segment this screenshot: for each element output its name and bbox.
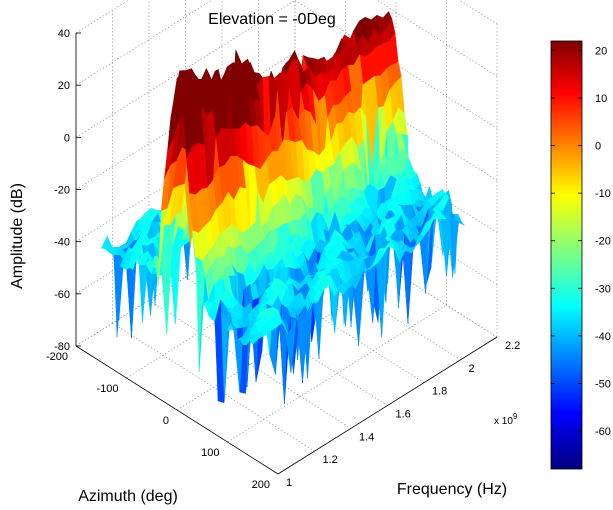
z-tick-label: -80 bbox=[54, 341, 70, 353]
y-tick-label: 1 bbox=[286, 477, 292, 489]
colorbar-tick-label: -10 bbox=[595, 188, 611, 200]
colorbar-tick-label: 20 bbox=[595, 46, 607, 58]
frequency-multiplier: x 109 bbox=[494, 412, 518, 427]
x-tick-label: -200 bbox=[46, 351, 68, 363]
colorbar-tick-label: -50 bbox=[595, 378, 611, 390]
z-tick-label: 40 bbox=[58, 28, 70, 40]
x-tick-label: 200 bbox=[252, 479, 270, 491]
y-tick-label: 2 bbox=[469, 363, 475, 375]
surface-plot bbox=[100, 11, 465, 404]
z-tick-label: -20 bbox=[54, 185, 70, 197]
colorbar: 20 10 0 -10 -20 -30 -40 -50 -60 bbox=[550, 40, 611, 470]
x-tick-label: -100 bbox=[96, 383, 118, 395]
x-axis-label: Azimuth (deg) bbox=[78, 488, 178, 505]
z-tick-label: -40 bbox=[54, 237, 70, 249]
y-tick-label: 1.2 bbox=[323, 454, 338, 466]
colorbar-tick-label: -20 bbox=[595, 236, 611, 248]
y-tick-label: 1.8 bbox=[432, 386, 447, 398]
x-tick-label: 0 bbox=[163, 415, 169, 427]
y-tick-label: 2.2 bbox=[505, 340, 520, 352]
y-tick-label: 1.4 bbox=[359, 431, 374, 443]
x-tick-label: 100 bbox=[201, 447, 219, 459]
y-axis-label: Frequency (Hz) bbox=[397, 481, 507, 498]
frequency-multiplier-exp: 9 bbox=[513, 412, 518, 421]
colorbar-tick-label: -30 bbox=[595, 283, 611, 295]
z-tick-label: -60 bbox=[54, 289, 70, 301]
colorbar-tick-label: 0 bbox=[595, 141, 601, 153]
z-axis-label: Amplitude (dB) bbox=[9, 183, 26, 289]
z-tick-label: 20 bbox=[58, 80, 70, 92]
colorbar-tick-label: 10 bbox=[595, 93, 607, 105]
colorbar-tick-label: -40 bbox=[595, 331, 611, 343]
z-tick-label: 0 bbox=[64, 132, 70, 144]
y-tick-label: 1.6 bbox=[396, 409, 411, 421]
colorbar-gradient bbox=[550, 40, 583, 470]
chart-title: Elevation = -0Deg bbox=[208, 11, 336, 28]
colorbar-tick-label: -60 bbox=[595, 426, 611, 438]
